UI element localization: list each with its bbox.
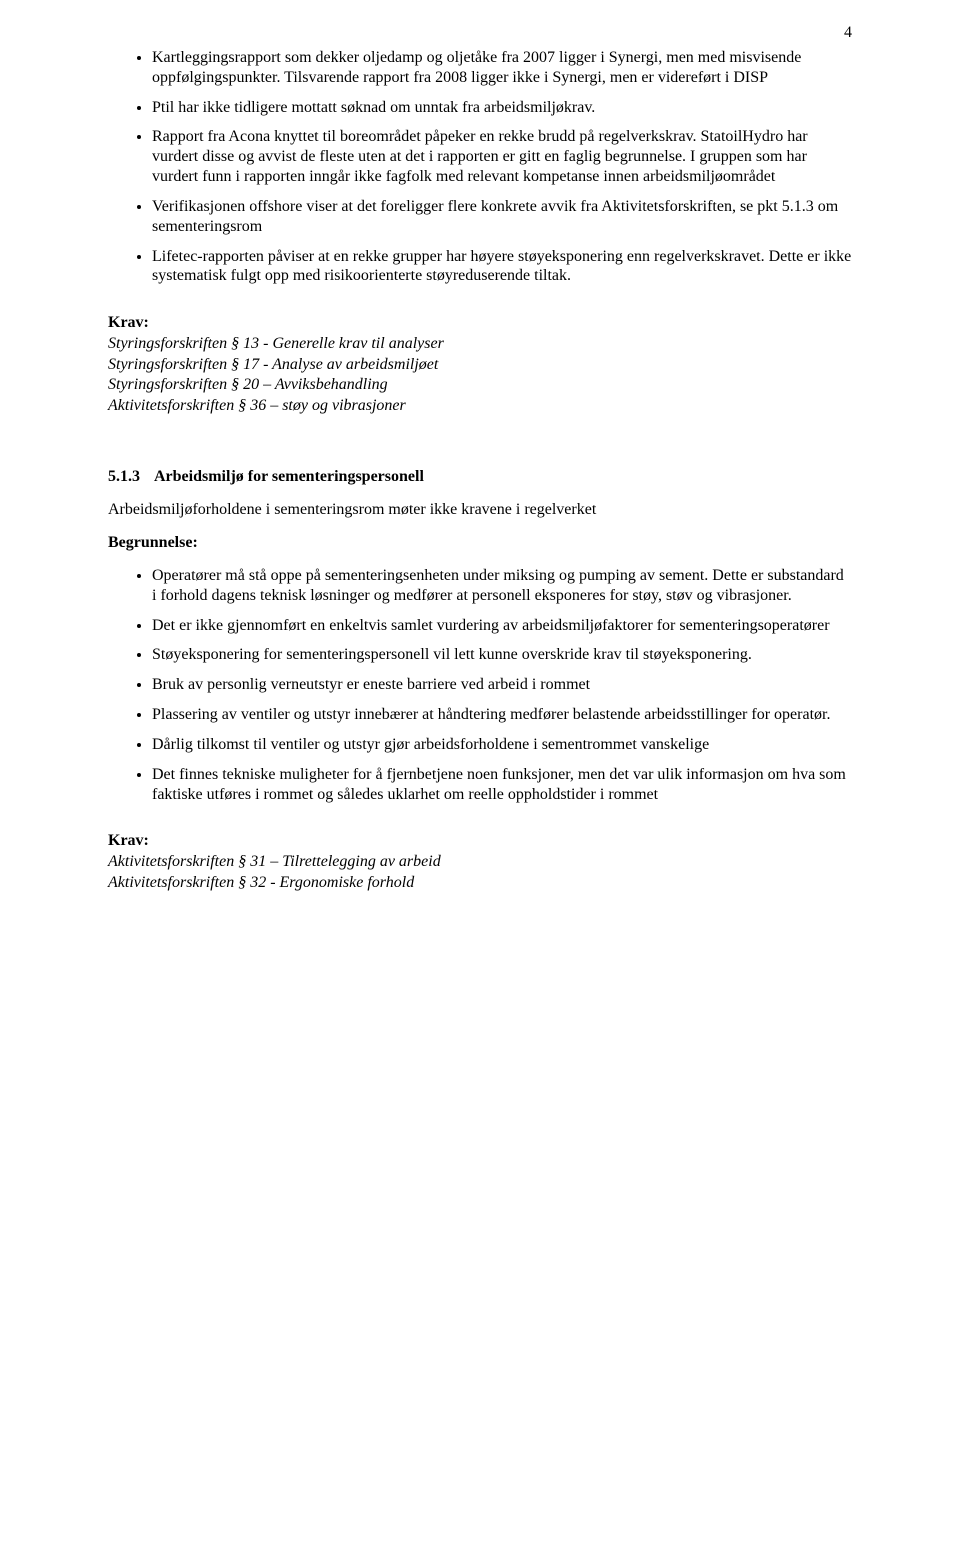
krav-line: Styringsforskriften § 17 - Analyse av ar… <box>108 355 852 375</box>
krav-line: Styringsforskriften § 13 - Generelle kra… <box>108 334 852 354</box>
krav-line: Styringsforskriften § 20 – Avviksbehandl… <box>108 375 852 395</box>
list-item: Operatører må stå oppe på sementeringsen… <box>152 566 852 606</box>
begrunnelse-list: Operatører må stå oppe på sementeringsen… <box>108 566 852 804</box>
list-item: Dårlig tilkomst til ventiler og utstyr g… <box>152 735 852 755</box>
section-number: 5.1.3 <box>108 468 140 486</box>
krav-block-1: Krav: Styringsforskriften § 13 - Generel… <box>108 314 852 416</box>
list-item: Kartleggingsrapport som dekker oljedamp … <box>152 48 852 88</box>
list-item: Det er ikke gjennomført en enkeltvis sam… <box>152 616 852 636</box>
krav-label: Krav: <box>108 832 852 850</box>
section-title: Arbeidsmiljø for sementeringspersonell <box>154 468 424 485</box>
list-item: Bruk av personlig verneutstyr er eneste … <box>152 675 852 695</box>
top-bullet-list: Kartleggingsrapport som dekker oljedamp … <box>108 48 852 286</box>
document-page: 4 Kartleggingsrapport som dekker oljedam… <box>0 0 960 1555</box>
page-number: 4 <box>844 24 852 42</box>
list-item: Lifetec-rapporten påviser at en rekke gr… <box>152 247 852 287</box>
krav-line: Aktivitetsforskriften § 31 – Tilretteleg… <box>108 852 852 872</box>
section-heading: 5.1.3 Arbeidsmiljø for sementeringsperson… <box>108 468 852 486</box>
list-item: Støyeksponering for sementeringspersonel… <box>152 645 852 665</box>
krav-line: Aktivitetsforskriften § 36 – støy og vib… <box>108 396 852 416</box>
intro-paragraph: Arbeidsmiljøforholdene i sementeringsrom… <box>108 500 852 520</box>
krav-label: Krav: <box>108 314 852 332</box>
list-item: Rapport fra Acona knyttet til boreområde… <box>152 127 852 186</box>
krav-line: Aktivitetsforskriften § 32 - Ergonomiske… <box>108 873 852 893</box>
krav-block-2: Krav: Aktivitetsforskriften § 31 – Tilre… <box>108 832 852 893</box>
list-item: Verifikasjonen offshore viser at det for… <box>152 197 852 237</box>
list-item: Ptil har ikke tidligere mottatt søknad o… <box>152 98 852 118</box>
list-item: Plassering av ventiler og utstyr innebær… <box>152 705 852 725</box>
list-item: Det finnes tekniske muligheter for å fje… <box>152 765 852 805</box>
begrunnelse-label: Begrunnelse: <box>108 534 852 552</box>
